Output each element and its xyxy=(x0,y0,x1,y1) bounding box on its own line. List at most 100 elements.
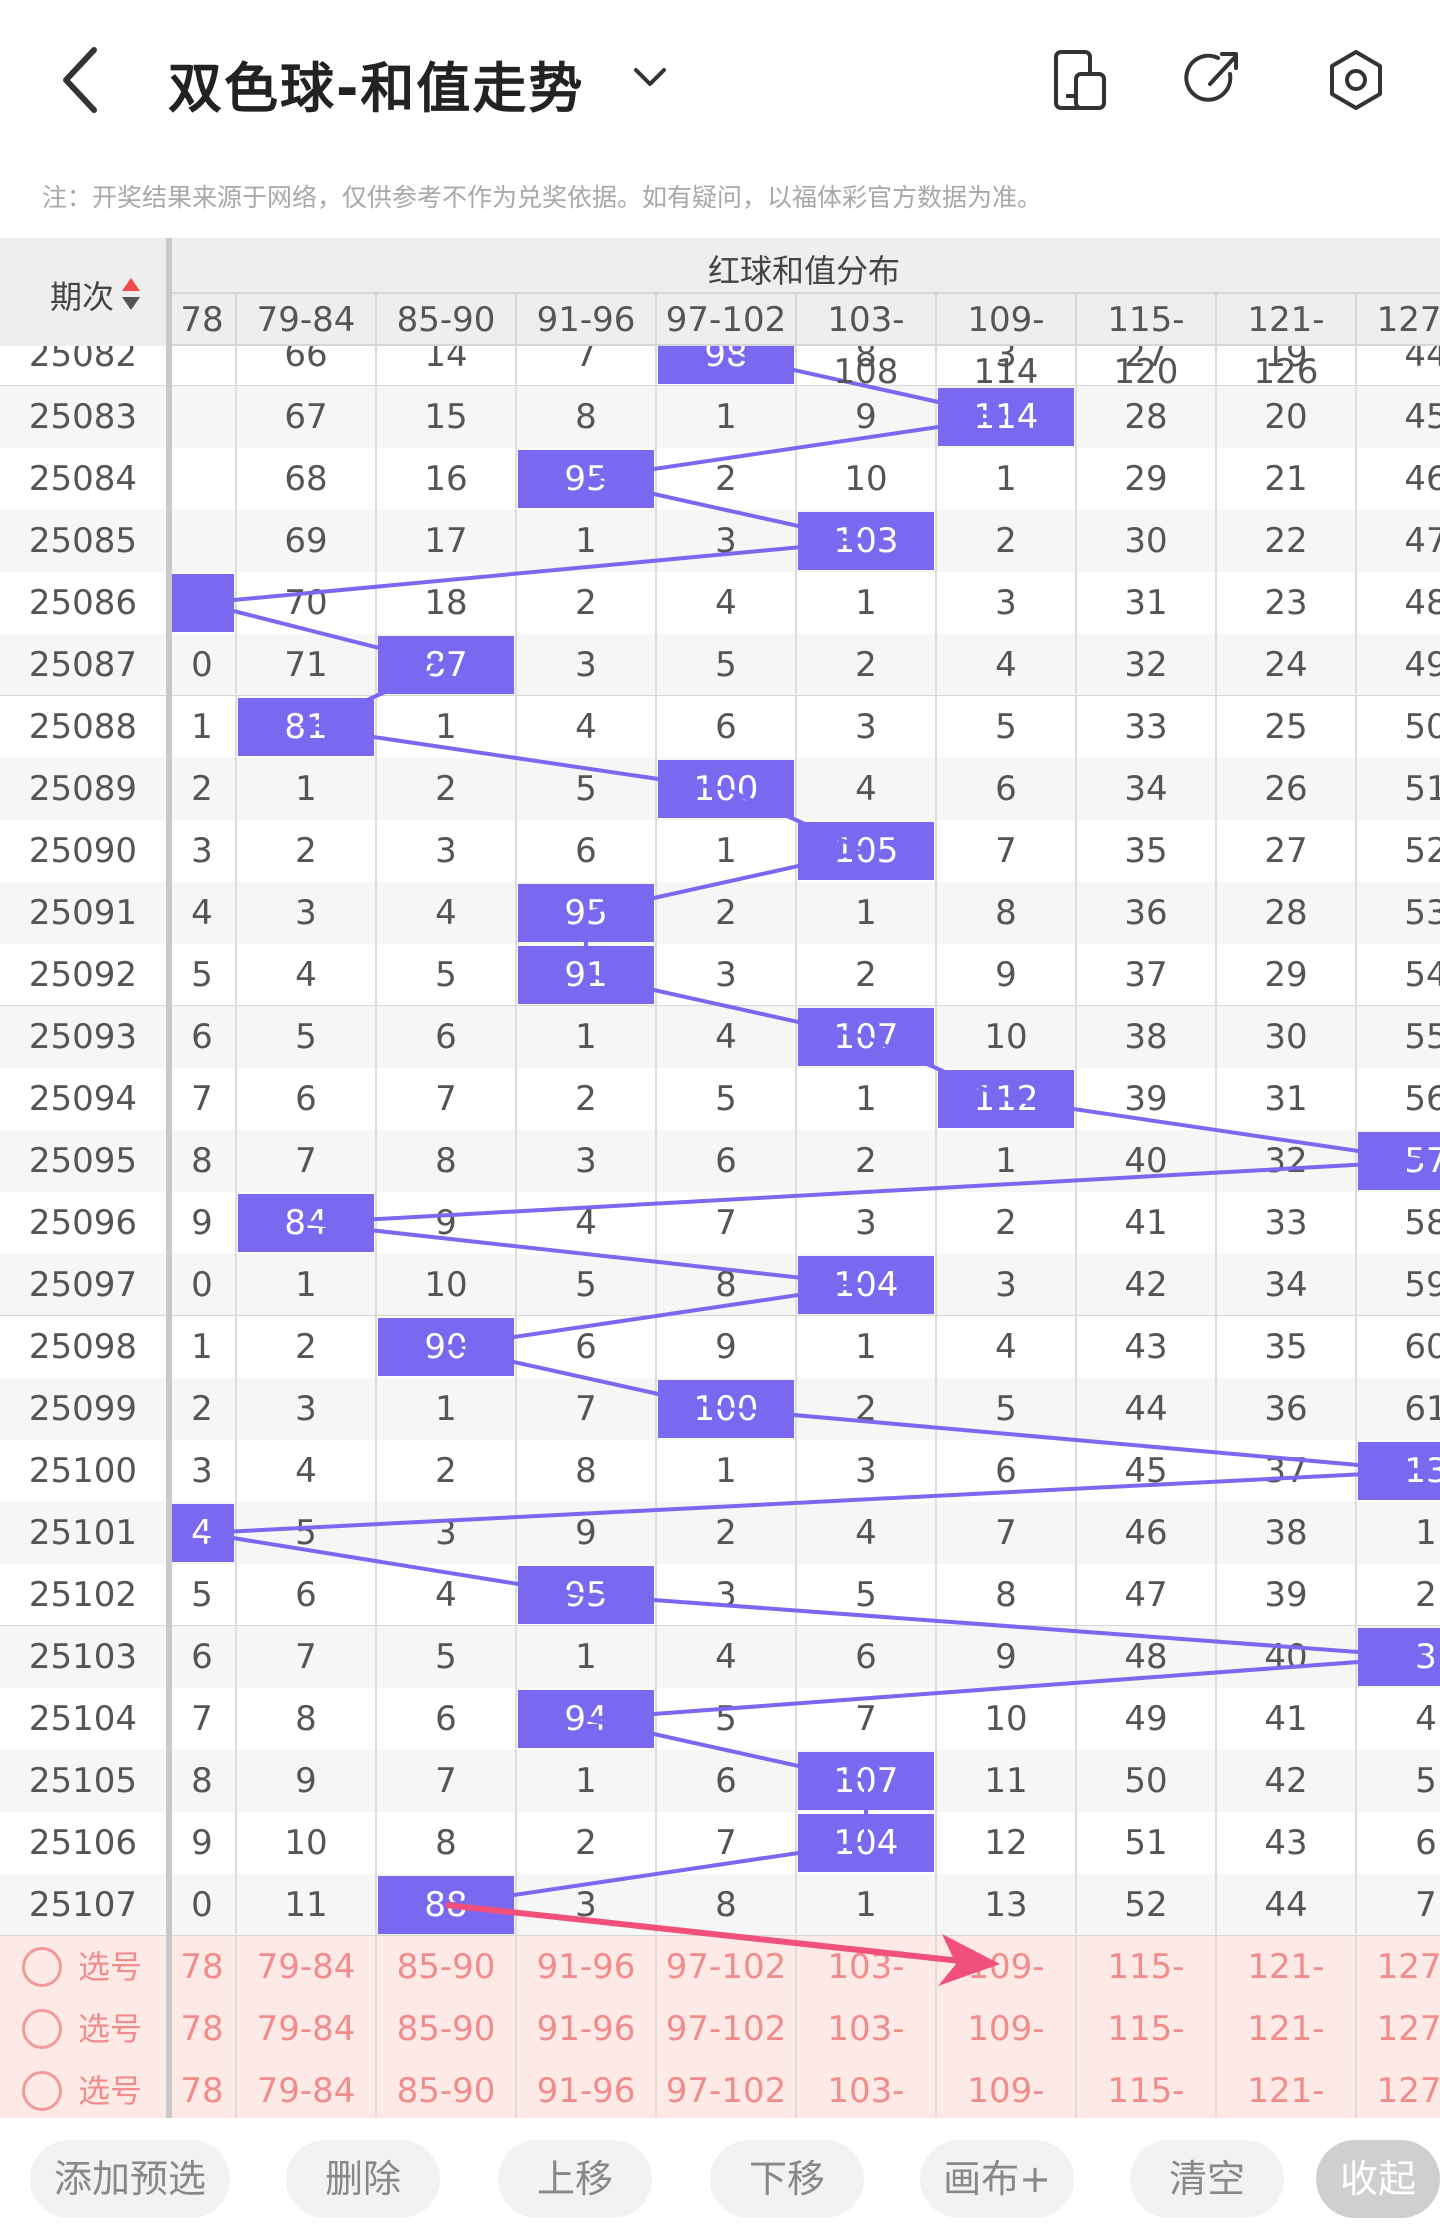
select-label[interactable]: 选号 xyxy=(78,2072,143,2110)
header-divider xyxy=(935,292,937,346)
select-option[interactable]: 97-102 xyxy=(665,2071,787,2111)
radio-icon[interactable] xyxy=(22,2071,62,2111)
select-option[interactable]: 79-84 xyxy=(256,2071,356,2111)
sum-value-hit[interactable]: 57 xyxy=(1358,1132,1440,1190)
table-row[interactable] xyxy=(0,1750,1440,1812)
settings-hex-icon[interactable] xyxy=(1320,44,1392,116)
canvas-plus-button[interactable]: 画布+ xyxy=(920,2140,1074,2218)
column-header[interactable]: 121-126 xyxy=(1247,300,1325,392)
select-option[interactable]: 91-96 xyxy=(536,2009,636,2049)
move-up-button[interactable]: 上移 xyxy=(498,2140,652,2218)
select-option[interactable]: 85-90 xyxy=(396,1947,496,1987)
select-option[interactable]: 121-126 xyxy=(1247,2071,1325,2111)
select-option[interactable]: 78 xyxy=(180,2009,224,2049)
select-row[interactable] xyxy=(0,2060,1440,2118)
omission-cell: 1 xyxy=(575,1637,597,1677)
table-row[interactable] xyxy=(0,1006,1440,1068)
trend-table[interactable]: 25082 66 14 7 98 8 3 27 19 44 25083 67 15 8 1 9 114 28 20 4… xyxy=(0,238,1440,2118)
column-divider xyxy=(375,238,377,2118)
column-divider xyxy=(935,238,937,2118)
delete-button[interactable]: 删除 xyxy=(286,2140,440,2218)
omission-cell: 4 xyxy=(995,645,1017,685)
table-row[interactable] xyxy=(0,1688,1440,1750)
select-option[interactable]: 127-1 xyxy=(1376,1947,1440,1987)
table-row[interactable] xyxy=(0,944,1440,1006)
table-row[interactable] xyxy=(0,572,1440,634)
select-option[interactable]: 91-96 xyxy=(536,2071,636,2111)
table-row[interactable] xyxy=(0,1874,1440,1936)
chevron-down-icon[interactable] xyxy=(628,56,672,100)
omission-cell: 6 xyxy=(855,1637,877,1677)
column-header[interactable]: 115-120 xyxy=(1107,300,1185,392)
back-arrow-icon[interactable] xyxy=(52,40,112,120)
omission-cell: 29 xyxy=(1264,955,1308,995)
omission-cell: 4 xyxy=(295,955,317,995)
select-option[interactable]: 109-114 xyxy=(967,2071,1045,2111)
select-option[interactable]: 78 xyxy=(180,2071,224,2111)
omission-cell: 6 xyxy=(995,1451,1017,1491)
omission-cell: 2 xyxy=(715,893,737,933)
column-header[interactable]: 127-1 xyxy=(1376,300,1440,340)
add-preselect-button[interactable]: 添加预选 xyxy=(30,2140,230,2218)
clear-button[interactable]: 清空 xyxy=(1130,2140,1284,2218)
table-row[interactable] xyxy=(0,882,1440,944)
select-row[interactable] xyxy=(0,1936,1440,1998)
select-option[interactable]: 78 xyxy=(180,1947,224,1987)
table-row[interactable] xyxy=(0,510,1440,572)
select-option[interactable]: 85-90 xyxy=(396,2071,496,2111)
column-header[interactable]: 109-114 xyxy=(967,300,1045,392)
issue-column-header[interactable]: 期次 xyxy=(0,238,166,346)
radio-icon[interactable] xyxy=(22,1947,62,1987)
select-option[interactable]: 91-96 xyxy=(536,1947,636,1987)
table-row[interactable] xyxy=(0,1068,1440,1130)
table-row[interactable] xyxy=(0,820,1440,882)
page-title[interactable]: 双色球-和值走势 xyxy=(168,57,585,120)
sum-value-hit[interactable]: 3 xyxy=(1358,1628,1440,1686)
radio-icon[interactable] xyxy=(22,2009,62,2049)
omission-cell: 7 xyxy=(435,1079,457,1119)
column-header[interactable]: 78 xyxy=(180,300,224,340)
select-option[interactable]: 103-108 xyxy=(827,2071,905,2111)
select-option[interactable]: 79-84 xyxy=(256,1947,356,1987)
omission-cell: 13 xyxy=(984,1885,1028,1925)
table-row[interactable] xyxy=(0,1316,1440,1378)
table-row[interactable] xyxy=(0,1626,1440,1688)
omission-cell: 60 xyxy=(1404,1327,1440,1367)
sum-value-hit[interactable]: 103 xyxy=(798,512,934,570)
table-row[interactable] xyxy=(0,386,1440,448)
column-header[interactable]: 103-108 xyxy=(827,300,905,392)
omission-cell: 7 xyxy=(995,831,1017,871)
sum-value-hit[interactable]: 13 xyxy=(1358,1442,1440,1500)
sum-value-hit[interactable]: 90 xyxy=(378,1318,514,1376)
collapse-button[interactable]: 收起 xyxy=(1316,2140,1440,2218)
omission-cell: 8 xyxy=(191,1141,213,1181)
column-header[interactable]: 97-102 xyxy=(665,300,787,340)
omission-cell: 7 xyxy=(191,1079,213,1119)
issue-number: 25107 xyxy=(28,1885,138,1925)
table-row[interactable] xyxy=(0,1130,1440,1192)
select-option[interactable]: 97-102 xyxy=(665,1947,787,1987)
phone-layout-icon[interactable] xyxy=(1044,44,1116,116)
table-row[interactable] xyxy=(0,634,1440,696)
omission-cell: 2 xyxy=(855,955,877,995)
select-option[interactable]: 97-102 xyxy=(665,2009,787,2049)
select-option[interactable]: 127-1 xyxy=(1376,2009,1440,2049)
sort-icon[interactable] xyxy=(120,276,142,312)
select-option[interactable]: 127-1 xyxy=(1376,2071,1440,2111)
move-down-button[interactable]: 下移 xyxy=(710,2140,864,2218)
issue-number: 25097 xyxy=(28,1265,138,1305)
select-option[interactable]: 115-120 xyxy=(1107,2071,1185,2111)
omission-cell: 5 xyxy=(191,1575,213,1615)
select-option[interactable]: 79-84 xyxy=(256,2009,356,2049)
select-row[interactable] xyxy=(0,1998,1440,2060)
column-header[interactable]: 79-84 xyxy=(256,300,356,340)
omission-cell: 6 xyxy=(295,1079,317,1119)
select-label[interactable]: 选号 xyxy=(78,2010,143,2048)
table-row[interactable] xyxy=(0,1564,1440,1626)
share-icon[interactable] xyxy=(1178,44,1250,116)
select-label[interactable]: 选号 xyxy=(78,1948,143,1986)
column-header[interactable]: 91-96 xyxy=(536,300,636,340)
column-header[interactable]: 85-90 xyxy=(396,300,496,340)
select-option[interactable]: 85-90 xyxy=(396,2009,496,2049)
omission-cell: 41 xyxy=(1124,1203,1168,1243)
